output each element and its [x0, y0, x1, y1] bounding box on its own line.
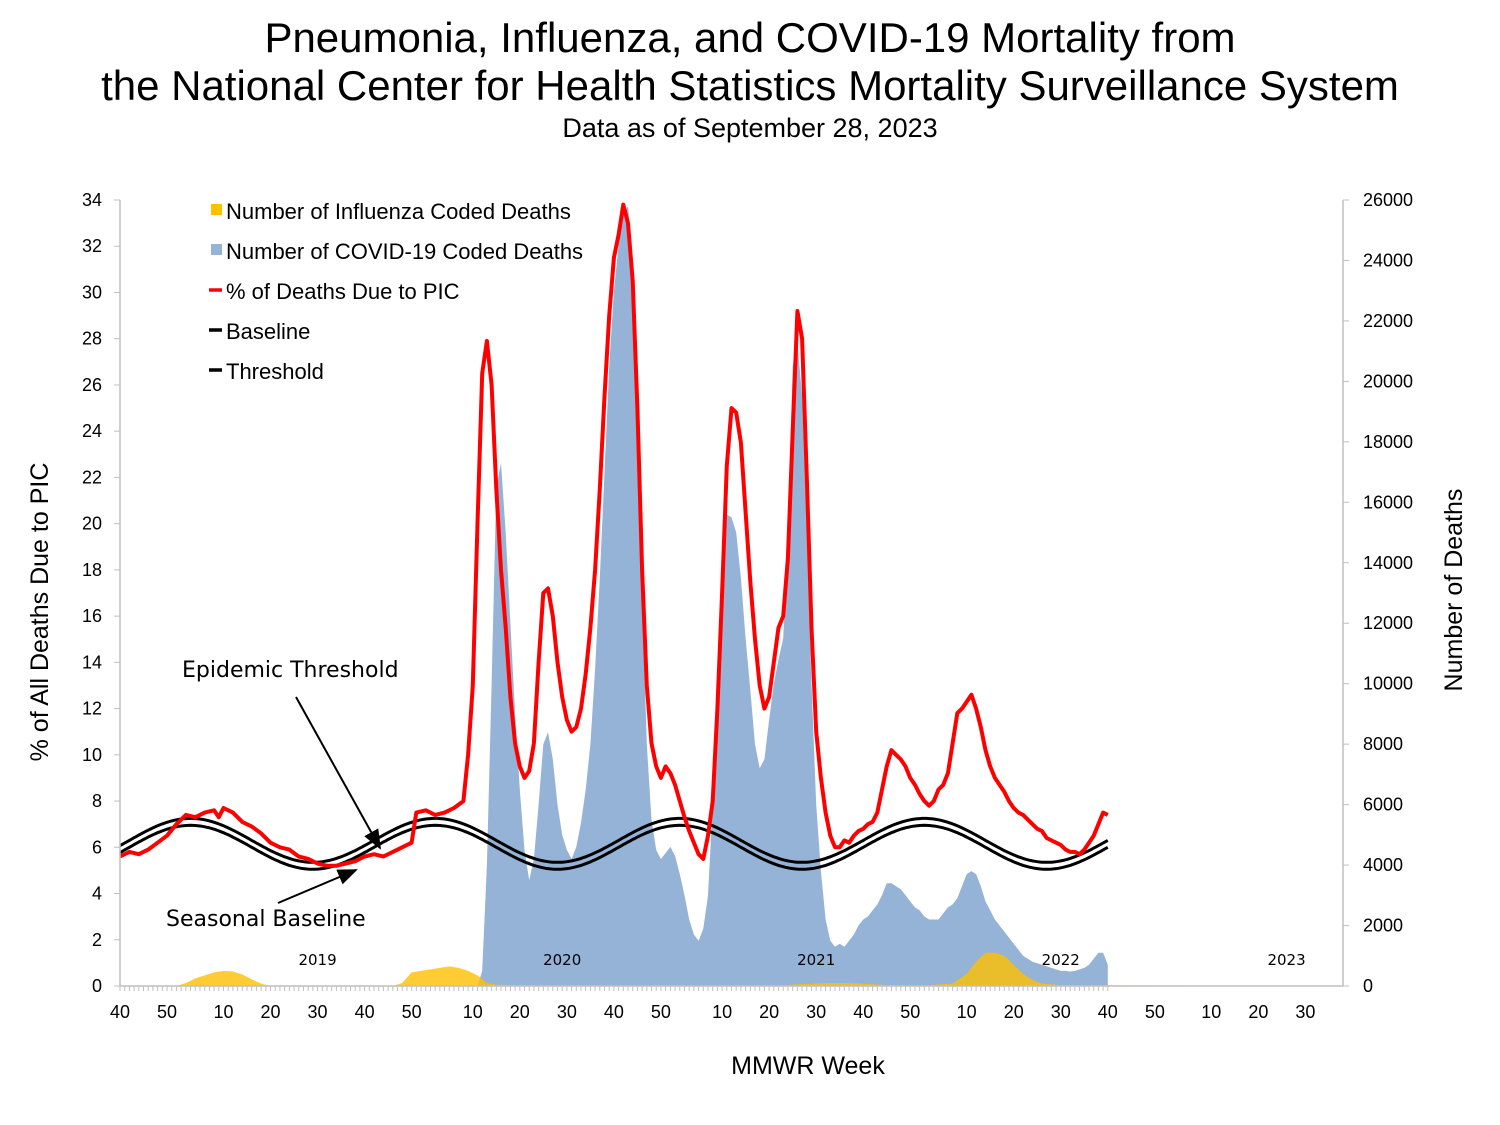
- left-y-tick-label: 34: [82, 190, 102, 210]
- x-tick-label: 50: [157, 1002, 177, 1022]
- left-y-tick-label: 24: [82, 421, 102, 441]
- x-tick-label: 40: [853, 1002, 873, 1022]
- ticks-group: 0246810121416182022242628303234020004000…: [82, 190, 1413, 1022]
- right-y-tick-label: 6000: [1363, 795, 1403, 815]
- x-tick-label: 30: [1051, 1002, 1071, 1022]
- seasonal-baseline-arrow: [277, 869, 358, 904]
- x-tick-label: 10: [463, 1002, 483, 1022]
- legend-label: Baseline: [226, 319, 310, 344]
- x-tick-label: 20: [1004, 1002, 1024, 1022]
- left-y-tick-label: 10: [82, 745, 102, 765]
- x-tick-label: 30: [308, 1002, 328, 1022]
- left-y-tick-label: 0: [92, 976, 102, 996]
- left-y-tick-label: 30: [82, 282, 102, 302]
- left-y-tick-label: 4: [92, 884, 102, 904]
- left-y-tick-label: 6: [92, 837, 102, 857]
- right-y-tick-label: 20000: [1363, 371, 1413, 391]
- x-axis-label: MMWR Week: [731, 1052, 885, 1080]
- seasonal-baseline-annotation: Seasonal Baseline: [166, 907, 366, 932]
- x-tick-label: 50: [651, 1002, 671, 1022]
- x-tick-label: 20: [1248, 1002, 1268, 1022]
- year-label: 2021: [797, 951, 835, 969]
- x-tick-label: 40: [110, 1002, 130, 1022]
- covid-deaths-area: [120, 206, 1108, 986]
- x-tick-label: 40: [1098, 1002, 1118, 1022]
- x-tick-label: 10: [712, 1002, 732, 1022]
- left-y-tick-label: 16: [82, 606, 102, 626]
- year-labels-group: 2019 2020 2021 2022 2023: [298, 951, 1305, 969]
- left-y-tick-label: 18: [82, 560, 102, 580]
- right-y-axis-label: Number of Deaths: [1440, 489, 1468, 692]
- left-y-tick-label: 12: [82, 699, 102, 719]
- year-label: 2022: [1042, 951, 1080, 969]
- x-tick-label: 30: [806, 1002, 826, 1022]
- legend-swatch: [211, 244, 222, 255]
- left-y-tick-label: 2: [92, 930, 102, 950]
- chart-subtitle: Data as of September 28, 2023: [562, 113, 938, 143]
- annotations-group: Epidemic Threshold Seasonal Baseline: [166, 658, 399, 932]
- right-y-tick-label: 12000: [1363, 613, 1413, 633]
- x-tick-label: 10: [213, 1002, 233, 1022]
- left-y-tick-label: 32: [82, 236, 102, 256]
- x-tick-label: 30: [1295, 1002, 1315, 1022]
- x-tick-label: 30: [557, 1002, 577, 1022]
- left-y-tick-label: 8: [92, 791, 102, 811]
- x-tick-label: 40: [355, 1002, 375, 1022]
- left-y-tick-label: 28: [82, 329, 102, 349]
- x-tick-label: 50: [1145, 1002, 1165, 1022]
- x-tick-label: 10: [957, 1002, 977, 1022]
- legend-label: Number of Influenza Coded Deaths: [226, 199, 571, 224]
- x-tick-label: 40: [604, 1002, 624, 1022]
- left-y-tick-label: 26: [82, 375, 102, 395]
- area-series-group: [120, 206, 1343, 986]
- chart-title-line2: the National Center for Health Statistic…: [101, 62, 1399, 109]
- right-y-tick-label: 4000: [1363, 855, 1403, 875]
- year-label: 2019: [298, 951, 336, 969]
- pic-percent-line: [119, 202, 1109, 868]
- left-y-tick-label: 20: [82, 514, 102, 534]
- left-y-axis-label: % of All Deaths Due to PIC: [26, 463, 54, 762]
- epidemic-threshold-annotation: Epidemic Threshold: [182, 658, 399, 683]
- x-tick-label: 10: [1201, 1002, 1221, 1022]
- x-tick-label: 20: [759, 1002, 779, 1022]
- chart-title-line1: Pneumonia, Influenza, and COVID-19 Morta…: [264, 14, 1236, 61]
- influenza-deaths-area: [120, 952, 1343, 986]
- right-y-tick-label: 24000: [1363, 250, 1413, 270]
- legend-label: % of Deaths Due to PIC: [226, 279, 460, 304]
- right-y-tick-label: 8000: [1363, 734, 1403, 754]
- legend-swatch: [211, 204, 222, 215]
- year-label: 2020: [543, 951, 581, 969]
- right-y-tick-label: 0: [1363, 976, 1373, 996]
- right-y-tick-label: 10000: [1363, 674, 1413, 694]
- x-tick-label: 50: [402, 1002, 422, 1022]
- right-y-tick-label: 22000: [1363, 311, 1413, 331]
- left-y-tick-label: 22: [82, 467, 102, 487]
- left-y-tick-label: 14: [82, 652, 102, 672]
- right-y-tick-label: 14000: [1363, 553, 1413, 573]
- x-tick-label: 20: [261, 1002, 281, 1022]
- right-y-tick-label: 2000: [1363, 916, 1403, 936]
- threshold-line: [119, 816, 1109, 864]
- year-label: 2023: [1267, 951, 1305, 969]
- x-tick-label: 50: [900, 1002, 920, 1022]
- line-series-group: [119, 202, 1109, 871]
- legend: Number of Influenza Coded Deaths Number o…: [209, 199, 583, 384]
- epidemic-threshold-arrow: [295, 696, 381, 850]
- right-y-tick-label: 16000: [1363, 492, 1413, 512]
- right-y-tick-label: 18000: [1363, 432, 1413, 452]
- legend-label: Number of COVID-19 Coded Deaths: [226, 239, 583, 264]
- right-y-tick-label: 26000: [1363, 190, 1413, 210]
- legend-label: Threshold: [226, 359, 324, 384]
- chart-title-block: Pneumonia, Influenza, and COVID-19 Morta…: [0, 14, 1500, 144]
- x-tick-label: 20: [510, 1002, 530, 1022]
- baseline-line: [119, 823, 1109, 871]
